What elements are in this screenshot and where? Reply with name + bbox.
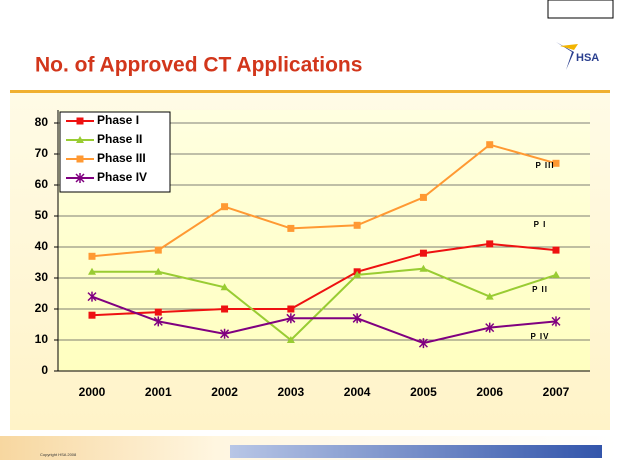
marker (221, 305, 229, 313)
marker (76, 117, 84, 125)
marker (87, 291, 97, 302)
y-tick-label: 20 (35, 301, 49, 315)
annotation: P IV (531, 332, 550, 341)
x-tick-label: 2005 (410, 385, 437, 399)
slide-title: No. of Approved CT Applications (35, 54, 362, 77)
legend: Phase I Phase II Phase III Phase IV (59, 111, 171, 193)
marker (352, 313, 362, 324)
marker (154, 308, 162, 316)
y-tick-label: 80 (35, 115, 49, 129)
legend-label: Phase IV (97, 170, 147, 184)
marker (287, 224, 295, 232)
x-tick-label: 2000 (79, 385, 106, 399)
marker (286, 336, 295, 343)
x-tick-label: 2007 (543, 385, 570, 399)
marker (286, 313, 296, 324)
marker (76, 136, 84, 143)
y-tick-label: 60 (35, 177, 49, 191)
marker (220, 283, 229, 291)
legend-label: Phase II (97, 132, 142, 146)
y-tick-label: 50 (35, 208, 49, 222)
top-box (547, 0, 614, 19)
y-tick-label: 40 (35, 239, 49, 253)
x-tick-label: 2004 (344, 385, 371, 399)
marker (76, 155, 84, 163)
marker (88, 311, 96, 319)
annotation: P II (532, 285, 548, 294)
marker (552, 159, 560, 167)
copyright: Copyright HSA 2008 (40, 452, 77, 457)
marker (287, 305, 295, 313)
annotation: P I (534, 220, 547, 229)
chart: 0 10 20 30 40 50 60 70 80 2000 2001 2002 2003 2004 200… (35, 110, 590, 399)
x-tick-label: 2001 (145, 385, 172, 399)
x-tick-label: 2006 (476, 385, 503, 399)
marker (486, 240, 494, 248)
title-rule (10, 90, 610, 93)
y-tick-label: 30 (35, 270, 49, 284)
marker (551, 316, 561, 327)
marker (486, 141, 494, 149)
marker (221, 203, 229, 211)
marker (88, 267, 96, 275)
y-tick-label: 0 (41, 363, 48, 377)
marker (485, 292, 494, 300)
y-tick-label: 70 (35, 146, 49, 160)
marker (419, 264, 428, 272)
marker (153, 316, 163, 327)
marker (154, 267, 163, 275)
marker (418, 338, 428, 349)
series-line (91, 143, 557, 258)
marker (353, 270, 362, 278)
logo-text: HSA (576, 52, 599, 64)
legend-label: Phase III (97, 151, 146, 165)
series-line (91, 295, 557, 345)
series-line (92, 267, 557, 342)
x-tick-label: 2002 (211, 385, 238, 399)
logo: HSA (556, 42, 599, 70)
marker (353, 221, 361, 229)
footer-banner (230, 445, 602, 458)
series-line (91, 242, 557, 317)
marker (88, 252, 96, 260)
marker (75, 173, 85, 183)
marker (485, 322, 495, 333)
marker (220, 328, 230, 339)
legend-label: Phase I (97, 113, 139, 127)
annotation: P III (535, 161, 554, 170)
marker (552, 246, 560, 254)
marker (552, 270, 560, 278)
marker (154, 246, 162, 254)
marker (419, 249, 427, 257)
x-tick-label: 2003 (278, 385, 305, 399)
y-tick-label: 10 (35, 332, 49, 346)
marker (419, 193, 427, 201)
